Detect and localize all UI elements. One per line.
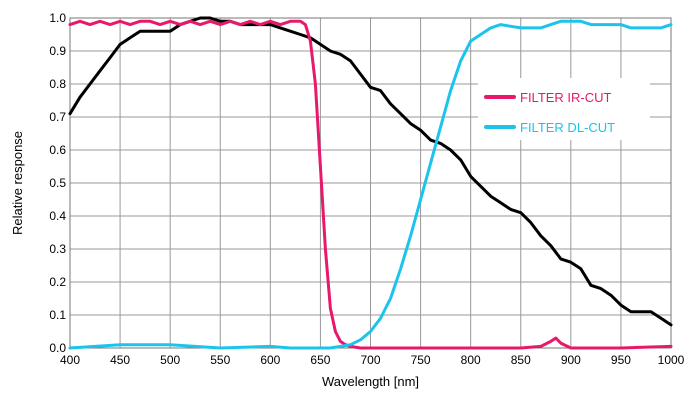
y-tick-label: 0.7: [49, 110, 66, 124]
x-axis-title: Wavelength [nm]: [322, 374, 419, 389]
legend-label: FILTER DL-CUT: [520, 120, 615, 135]
x-tick-label: 850: [511, 353, 531, 367]
series-line-filter-dl-cut: [68, 19, 673, 350]
y-tick-label: 0.1: [49, 308, 66, 322]
y-tick-label: 0.5: [49, 176, 66, 190]
series-lines: [68, 16, 673, 350]
x-tick-label: 900: [561, 353, 581, 367]
y-axis-title: Relative response: [10, 131, 25, 235]
x-tick-label: 750: [411, 353, 431, 367]
x-tick-label: 500: [160, 353, 180, 367]
legend-box: [478, 78, 650, 140]
x-tick-label: 550: [210, 353, 230, 367]
x-tick-label: 600: [260, 353, 280, 367]
y-tick-label: 0.2: [49, 275, 66, 289]
grid: [69, 17, 672, 349]
y-tick-label: 0.0: [49, 341, 66, 355]
legend-label: FILTER IR-CUT: [520, 90, 612, 105]
x-tick-label: 400: [60, 353, 80, 367]
x-tick-label: 950: [611, 353, 631, 367]
x-tick-label: 650: [310, 353, 330, 367]
y-tick-label: 0.9: [49, 44, 66, 58]
x-tick-label: 1000: [658, 353, 685, 367]
series-line-series-0: [68, 16, 673, 327]
legend: FILTER IR-CUT FILTER DL-CUT: [478, 78, 650, 140]
y-tick-label: 0.8: [49, 77, 66, 91]
y-tick-label: 0.6: [49, 143, 66, 157]
y-tick-labels: 0.0 0.1 0.2 0.3 0.4 0.5 0.6 0.7 0.8 0.9 1.0: [49, 11, 66, 355]
x-tick-labels: 400 450 500 550 600 650 700 750 800 850 900 950 1000: [60, 353, 685, 367]
x-tick-label: 450: [110, 353, 130, 367]
series-line-filter-ir-cut: [68, 19, 673, 350]
y-tick-label: 0.3: [49, 242, 66, 256]
x-tick-label: 700: [360, 353, 380, 367]
x-tick-label: 800: [461, 353, 481, 367]
y-tick-label: 1.0: [49, 11, 66, 25]
y-tick-label: 0.4: [49, 209, 66, 223]
